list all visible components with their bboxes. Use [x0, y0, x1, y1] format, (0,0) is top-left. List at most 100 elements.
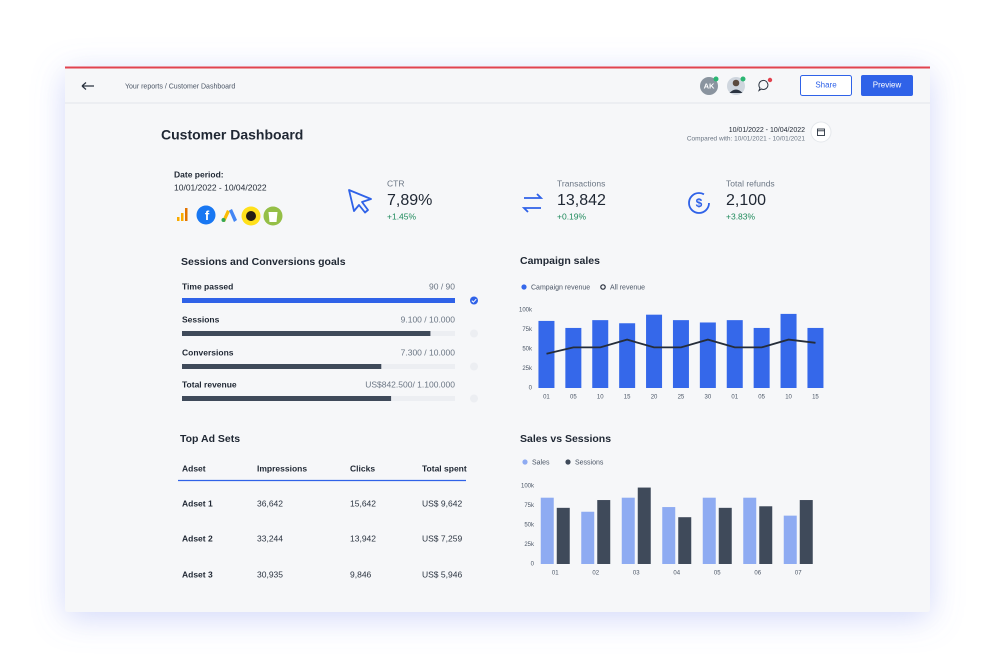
- table-cell: Adset 2: [182, 533, 213, 543]
- table-cell: 13,942: [350, 533, 376, 543]
- x-tick-label: 01: [552, 571, 559, 577]
- legend-label: Campaign revenue: [531, 284, 590, 291]
- y-tick-label: 100k: [519, 308, 533, 314]
- y-tick-label: 50k: [524, 523, 535, 529]
- kpi-value: 2,100: [726, 192, 766, 209]
- legend-label: Sessions: [575, 459, 604, 466]
- bar: [783, 515, 797, 564]
- table-header: Impressions: [257, 463, 307, 473]
- y-tick-label: 0: [529, 386, 533, 392]
- x-tick-label: 10: [785, 395, 792, 401]
- complete-check: [470, 296, 478, 305]
- x-tick-label: 06: [754, 571, 761, 577]
- bar: [646, 314, 663, 388]
- bar: [759, 506, 773, 564]
- bar: [702, 497, 716, 564]
- x-tick-label: 25: [678, 395, 685, 401]
- compared-range: Compared with: 10/01/2021 - 10/01/2021: [687, 136, 806, 143]
- preview-button[interactable]: [861, 75, 913, 96]
- date-period-label: Date period:: [174, 169, 224, 179]
- share-button[interactable]: [800, 75, 852, 96]
- table-cell: 33,244: [257, 533, 283, 543]
- x-tick-label: 07: [795, 571, 802, 577]
- bar: [565, 327, 582, 388]
- progress-bar: [182, 364, 382, 369]
- x-tick-label: 10: [597, 395, 604, 401]
- analytics-icon: [181, 213, 184, 221]
- kpi-label: Transactions: [557, 178, 605, 188]
- ads-icon: [229, 209, 237, 222]
- table-cell: US$ 5,946: [422, 569, 462, 579]
- table-cell: 36,642: [257, 498, 283, 508]
- line: [546, 338, 816, 355]
- x-tick-label: 15: [624, 395, 631, 401]
- bar: [699, 322, 716, 388]
- bar: [597, 500, 611, 564]
- table-header: Clicks: [350, 463, 375, 473]
- kpi-change: +0.19%: [557, 211, 587, 221]
- calendar-circle: [810, 121, 832, 143]
- legend-marker: [565, 459, 571, 465]
- top-bar: [65, 67, 930, 103]
- x-tick-label: 03: [633, 571, 640, 577]
- table-cell: US$ 7,259: [422, 533, 462, 543]
- kpi-value: 13,842: [557, 192, 606, 209]
- avatar-initials: AK: [704, 81, 715, 90]
- goal-label: Total revenue: [182, 379, 237, 389]
- legend-label: Sales: [532, 459, 550, 466]
- bar: [637, 487, 651, 564]
- facebook-icon: [196, 205, 216, 225]
- calendar-button[interactable]: [810, 121, 832, 143]
- table-cell: 9,846: [350, 569, 372, 579]
- refunds-icon: [688, 192, 710, 214]
- table-cell: US$ 9,642: [422, 498, 462, 508]
- comments-button[interactable]: [757, 77, 773, 92]
- y-tick-label: 100k: [521, 484, 535, 490]
- bar: [592, 320, 609, 388]
- back-arrow: [81, 82, 94, 90]
- check-glyph: [471, 298, 477, 303]
- bar: [621, 497, 635, 564]
- avatar-head: [732, 79, 740, 87]
- legend-label: All revenue: [610, 284, 645, 291]
- legend-marker: [522, 459, 528, 465]
- date-range: 10/01/2022 - 10/04/2022: [729, 127, 805, 134]
- bar: [726, 320, 743, 388]
- table-header: Adset: [182, 463, 206, 473]
- table-cell: 30,935: [257, 569, 283, 579]
- avatar[interactable]: [700, 77, 718, 95]
- kpi-label: CTR: [387, 178, 404, 188]
- legend-marker: [600, 284, 606, 290]
- facebook-glyph: f: [205, 208, 210, 223]
- ads-icon: [221, 218, 226, 222]
- bar: [540, 497, 554, 564]
- bar: [743, 497, 757, 564]
- x-tick-label: 30: [705, 395, 712, 401]
- card: [65, 67, 930, 612]
- y-tick-label: 25k: [522, 366, 533, 372]
- table-cell: 15,642: [350, 498, 376, 508]
- bar: [556, 507, 570, 564]
- bar: [753, 327, 770, 388]
- x-tick-label: 05: [758, 395, 765, 401]
- bar: [678, 517, 692, 564]
- y-tick-label: 0: [531, 562, 535, 568]
- goal-label: Time passed: [182, 281, 233, 291]
- x-tick-label: 05: [570, 395, 577, 401]
- share-label: Share: [815, 81, 837, 90]
- x-tick-label: 05: [714, 571, 721, 577]
- progress-indicator: [470, 329, 478, 338]
- calendar-icon: [817, 128, 825, 136]
- x-tick-label: 04: [673, 571, 680, 577]
- avatar-body: [729, 89, 743, 93]
- progress-bar: [182, 331, 431, 336]
- transactions-icon: [521, 193, 544, 213]
- mailchimp-glyph: [246, 211, 256, 221]
- kpi-value: 7,89%: [387, 192, 432, 209]
- breadcrumb[interactable]: Your reports / Customer Dashboard: [125, 83, 235, 90]
- bar: [799, 500, 813, 564]
- chat-icon: [757, 79, 769, 92]
- back-button[interactable]: [81, 82, 94, 90]
- x-tick-label: 02: [592, 571, 599, 577]
